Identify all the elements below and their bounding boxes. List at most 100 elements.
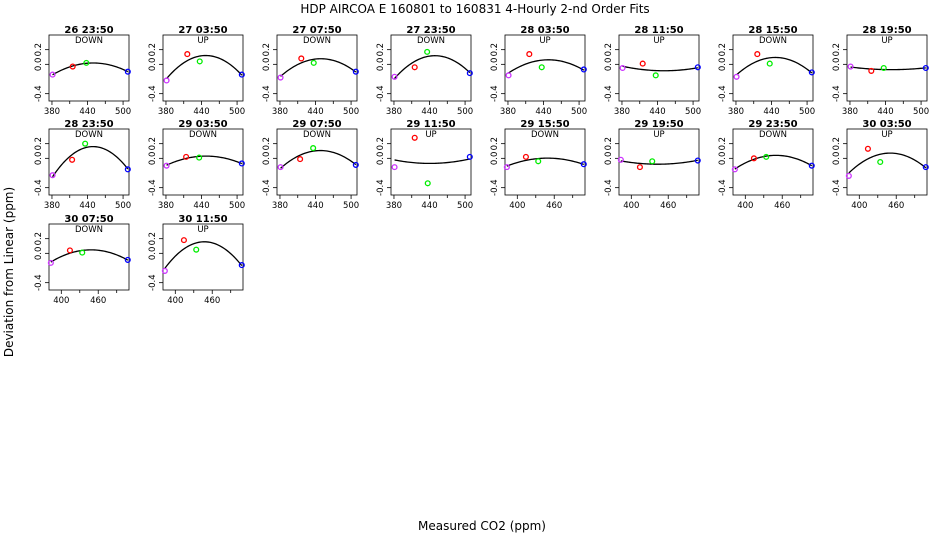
data-point xyxy=(868,67,875,74)
x-tick-label: 380 xyxy=(158,201,174,211)
data-point xyxy=(79,249,86,256)
fit-curve xyxy=(508,59,585,74)
panel-frame xyxy=(162,223,244,291)
data-point xyxy=(750,155,757,162)
x-tick-label: 440 xyxy=(763,107,779,117)
data-point xyxy=(310,145,317,152)
x-tick-label: 500 xyxy=(913,107,929,117)
data-point xyxy=(808,69,815,76)
panel-frame xyxy=(846,34,928,102)
fit-curve xyxy=(736,56,813,76)
panel-title: 29 15:50 xyxy=(520,119,569,130)
panel-frame xyxy=(732,34,814,102)
y-tick-label: 0.2 xyxy=(34,232,44,246)
panel-title: 30 11:50 xyxy=(178,214,227,225)
data-point xyxy=(277,74,284,81)
fit-curve xyxy=(280,149,357,169)
data-point xyxy=(183,153,190,160)
data-point xyxy=(163,162,170,169)
panel-direction: DOWN xyxy=(417,36,445,46)
data-point xyxy=(196,154,203,161)
data-point xyxy=(538,64,545,71)
panel-direction: UP xyxy=(881,130,892,140)
data-point xyxy=(49,71,56,78)
x-tick-label: 400 xyxy=(509,201,525,211)
fit-curve xyxy=(506,157,584,167)
data-point xyxy=(649,158,656,165)
y-tick-label: 0.2 xyxy=(832,43,842,57)
panel-title: 29 19:50 xyxy=(634,119,683,130)
data-point xyxy=(503,164,510,171)
data-point xyxy=(163,77,170,84)
panel-direction: UP xyxy=(197,225,208,235)
data-point xyxy=(652,72,659,79)
data-point xyxy=(580,66,587,73)
y-tick-label: -0.4 xyxy=(604,179,614,196)
y-tick-label: -0.4 xyxy=(490,85,500,102)
x-tick-label: 460 xyxy=(660,201,676,211)
y-tick-label: 0.0 xyxy=(718,152,728,166)
x-tick-label: 380 xyxy=(272,201,288,211)
x-tick-label: 380 xyxy=(728,107,744,117)
x-tick-label: 400 xyxy=(623,201,639,211)
data-point xyxy=(466,70,473,77)
data-point xyxy=(161,267,168,274)
y-tick-label: -0.4 xyxy=(604,85,614,102)
data-point xyxy=(238,71,245,78)
panel-title: 27 23:50 xyxy=(406,25,455,36)
data-point xyxy=(636,164,643,171)
y-tick-label: 0.0 xyxy=(604,152,614,166)
fit-curve xyxy=(620,159,698,165)
panel-frame xyxy=(276,128,358,196)
y-tick-label: 0.0 xyxy=(604,58,614,72)
y-tick-label: 0.0 xyxy=(148,152,158,166)
y-tick-label: 0.0 xyxy=(376,152,386,166)
fit-curve xyxy=(164,241,243,269)
fit-curve xyxy=(850,66,926,71)
x-tick-label: 500 xyxy=(457,107,473,117)
data-point xyxy=(694,64,701,71)
y-tick-label: -0.4 xyxy=(148,179,158,196)
panel-title: 29 03:50 xyxy=(178,119,227,130)
y-axis-label: Deviation from Linear (ppm) xyxy=(2,187,16,357)
data-point xyxy=(238,262,245,269)
panel-frame xyxy=(162,34,244,102)
panel-title: 29 07:50 xyxy=(292,119,341,130)
x-tick-label: 380 xyxy=(44,107,60,117)
data-point xyxy=(922,64,929,72)
y-tick-label: 0.0 xyxy=(490,58,500,72)
y-tick-label: 0.0 xyxy=(148,247,158,261)
panel-title: 26 23:50 xyxy=(64,25,113,36)
data-point xyxy=(297,156,304,163)
y-tick-label: -0.4 xyxy=(376,85,386,102)
panel-direction: DOWN xyxy=(303,130,331,140)
data-point xyxy=(466,153,473,160)
data-point xyxy=(391,73,398,80)
panel-title: 28 11:50 xyxy=(634,25,683,36)
y-tick-label: 0.2 xyxy=(148,43,158,57)
y-tick-label: -0.4 xyxy=(34,85,44,102)
panel-direction: DOWN xyxy=(759,130,787,140)
panel-title: 28 23:50 xyxy=(64,119,113,130)
data-point xyxy=(69,63,76,70)
data-point xyxy=(922,164,929,171)
x-tick-label: 400 xyxy=(53,296,69,306)
x-tick-label: 400 xyxy=(851,201,867,211)
data-point xyxy=(877,158,884,166)
data-point xyxy=(845,172,852,179)
data-point xyxy=(763,153,770,160)
data-point xyxy=(124,166,131,173)
data-point xyxy=(352,68,359,75)
x-tick-label: 380 xyxy=(272,107,288,117)
y-tick-label: -0.4 xyxy=(832,179,842,196)
data-point xyxy=(731,166,738,173)
data-point xyxy=(124,256,131,263)
y-tick-label: 0.0 xyxy=(34,247,44,261)
panel-title: 27 03:50 xyxy=(178,25,227,36)
x-tick-label: 400 xyxy=(167,296,183,306)
panel-direction: DOWN xyxy=(75,130,103,140)
